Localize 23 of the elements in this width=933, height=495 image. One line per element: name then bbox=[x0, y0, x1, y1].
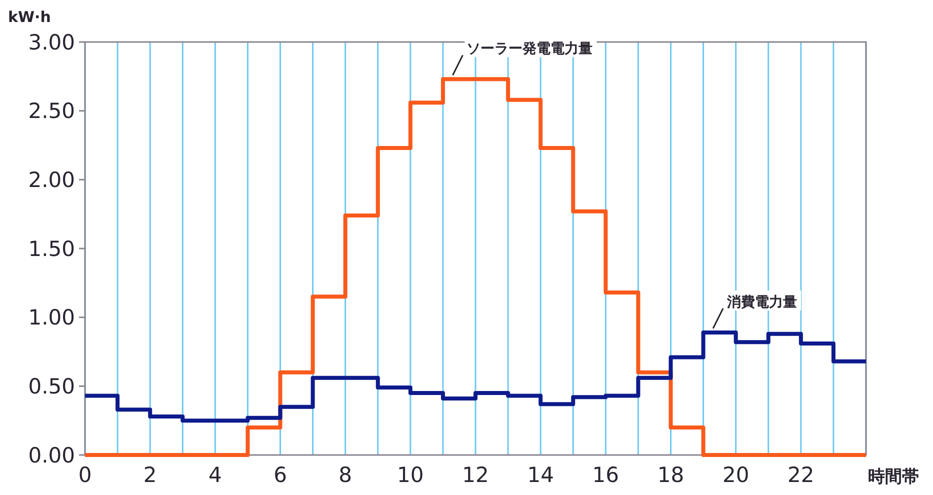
x-tick-label: 22 bbox=[788, 463, 814, 487]
x-tick-label: 6 bbox=[274, 463, 287, 487]
y-tick-label: 1.50 bbox=[28, 236, 75, 261]
x-tick-label: 4 bbox=[208, 463, 222, 487]
y-axis-title: kW·h bbox=[8, 8, 51, 26]
y-tick-label: 0.00 bbox=[28, 443, 75, 468]
series-label: ソーラー発電電力量 bbox=[466, 41, 593, 58]
y-tick-label: 3.00 bbox=[28, 30, 75, 54]
x-tick-label: 18 bbox=[657, 463, 684, 487]
x-tick-label: 2 bbox=[143, 463, 157, 487]
y-tick-label: 1.00 bbox=[28, 306, 75, 330]
x-tick-label: 12 bbox=[462, 463, 489, 487]
y-tick-label: 0.50 bbox=[28, 374, 75, 399]
x-tick-label: 20 bbox=[722, 463, 750, 487]
x-tick-label: 0 bbox=[78, 463, 92, 487]
x-tick-label: 16 bbox=[592, 463, 620, 487]
x-tick-label: 10 bbox=[397, 463, 424, 487]
x-tick-label: 8 bbox=[338, 463, 352, 487]
y-tick-label: 2.50 bbox=[28, 99, 75, 124]
series-label: 消費電力量 bbox=[726, 294, 798, 310]
x-axis-title: 時間帯 bbox=[868, 467, 919, 487]
x-tick-label: 14 bbox=[527, 463, 554, 487]
y-tick-label: 2.00 bbox=[28, 168, 75, 192]
